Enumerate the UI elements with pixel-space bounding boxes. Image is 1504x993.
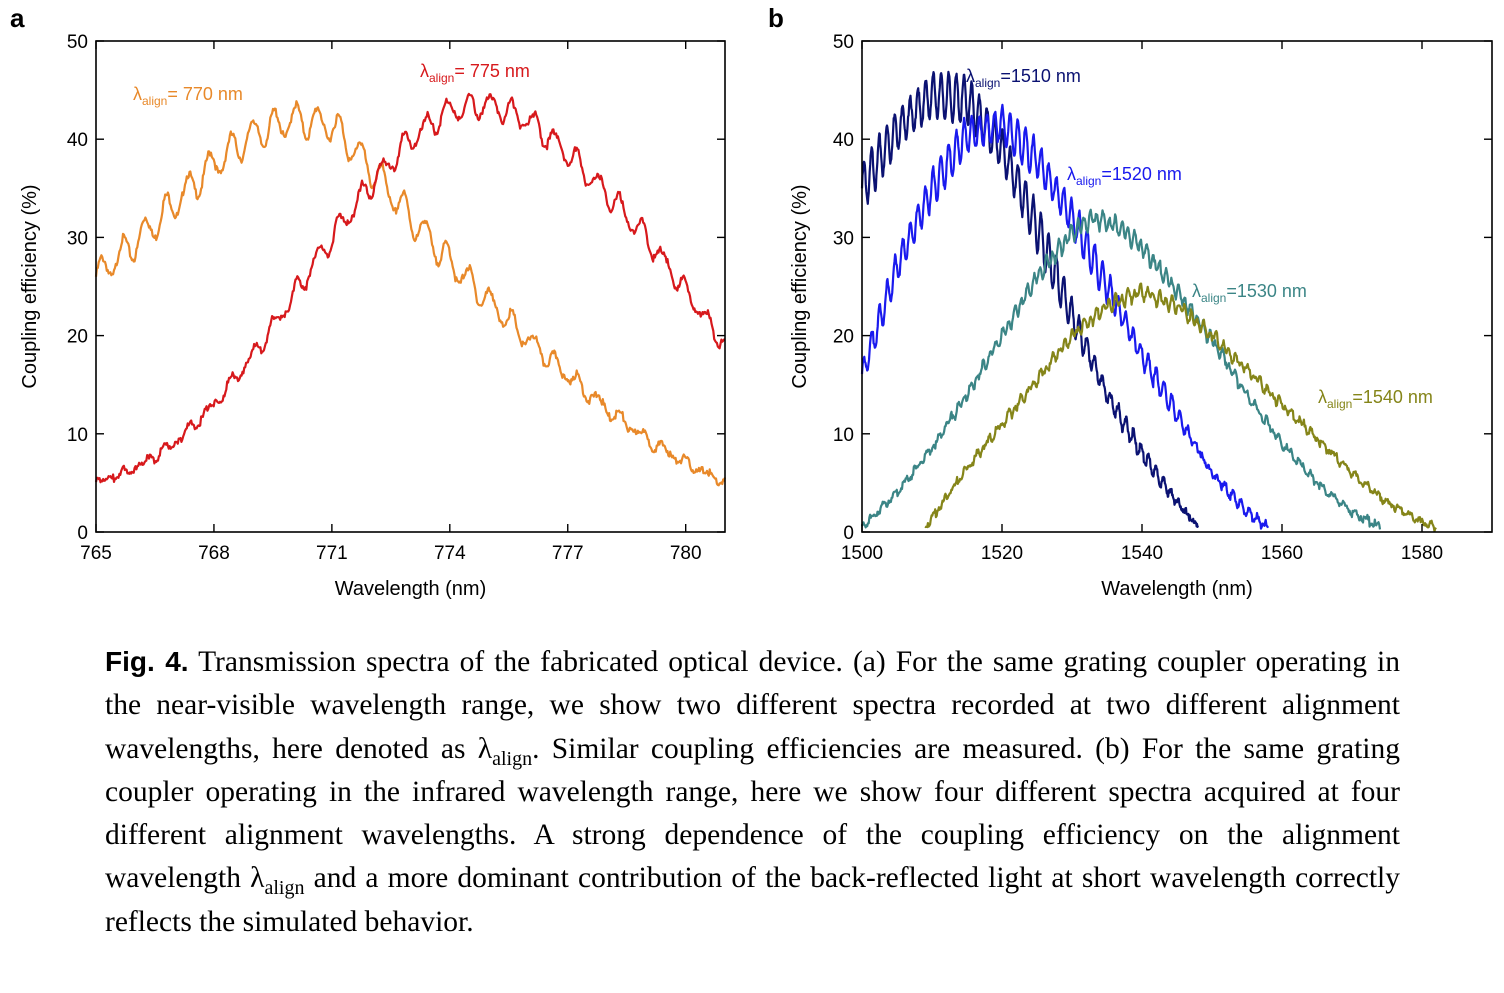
x-axis-label: Wavelength (nm) xyxy=(335,578,487,600)
series-label: λalign= 775 nm xyxy=(420,61,530,85)
y-tick-label: 10 xyxy=(67,425,88,446)
y-tick-label: 20 xyxy=(833,327,854,348)
x-tick-label: 774 xyxy=(434,543,466,564)
x-tick-label: 771 xyxy=(316,543,348,564)
chart-panel-a: a λalign= 770 nm λalign= 775 nm 765 768 771 77… xyxy=(10,3,727,600)
x-tick-label: 1580 xyxy=(1401,543,1443,564)
y-tick-label: 40 xyxy=(833,130,854,151)
series-line xyxy=(860,208,1382,530)
series-line xyxy=(94,92,726,484)
x-tick-label: 1520 xyxy=(981,543,1023,564)
y-tick-label: 30 xyxy=(67,228,88,249)
y-tick-label: 0 xyxy=(77,523,88,544)
panel-letter: a xyxy=(10,3,25,33)
x-tick-label: 777 xyxy=(552,543,584,564)
x-tick-label: 780 xyxy=(670,543,702,564)
series-label: λalign=1540 nm xyxy=(1318,387,1433,411)
x-tick-label: 1540 xyxy=(1121,543,1163,564)
y-tick-label: 50 xyxy=(833,32,854,53)
figure-caption: Fig. 4. Transmission spectra of the fabr… xyxy=(105,640,1400,944)
figure-two-panel-chart: a λalign= 770 nm λalign= 775 nm 765 768 771 77… xyxy=(10,3,1493,600)
series-line xyxy=(860,70,1200,528)
y-tick-label: 0 xyxy=(843,523,854,544)
series-label: λalign=1520 nm xyxy=(1067,164,1182,188)
y-tick-label: 30 xyxy=(833,228,854,249)
y-axis-label: Coupling efficiency (%) xyxy=(789,184,811,388)
series-line xyxy=(860,103,1269,530)
series-label: λalign= 770 nm xyxy=(133,84,243,108)
plot-frame xyxy=(861,40,1493,533)
chart-panel-b: b λalign=1510 nm λalign=1520 nm λalign=1530… xyxy=(768,3,1493,600)
series-label: λalign=1510 nm xyxy=(966,66,1081,90)
caption-symbol-1: λalign xyxy=(477,732,533,770)
y-axis-label: Coupling efficiency (%) xyxy=(19,184,41,388)
x-tick-label: 1500 xyxy=(841,543,883,564)
series-label: λalign=1530 nm xyxy=(1192,281,1307,305)
panel-letter: b xyxy=(768,3,784,33)
series-line xyxy=(94,100,727,487)
x-tick-label: 765 xyxy=(80,543,112,564)
caption-figure-label: Fig. 4. xyxy=(105,646,189,677)
caption-text-part-3: and a more dominant contribution of the … xyxy=(105,862,1400,938)
y-tick-label: 10 xyxy=(833,425,854,446)
y-tick-label: 40 xyxy=(67,130,88,151)
x-tick-label: 1560 xyxy=(1261,543,1303,564)
x-tick-label: 768 xyxy=(198,543,230,564)
caption-text-part-2: . Similar coupling efficiencies are meas… xyxy=(105,732,1400,895)
y-tick-label: 50 xyxy=(67,32,88,53)
caption-text-part-1: Transmission spectra of the fabricated o… xyxy=(105,646,1400,765)
caption-symbol-2: λalign xyxy=(250,862,305,900)
x-axis-label: Wavelength (nm) xyxy=(1101,578,1253,600)
plot-frame xyxy=(95,40,726,533)
y-tick-label: 20 xyxy=(67,327,88,348)
series-line xyxy=(924,282,1437,533)
